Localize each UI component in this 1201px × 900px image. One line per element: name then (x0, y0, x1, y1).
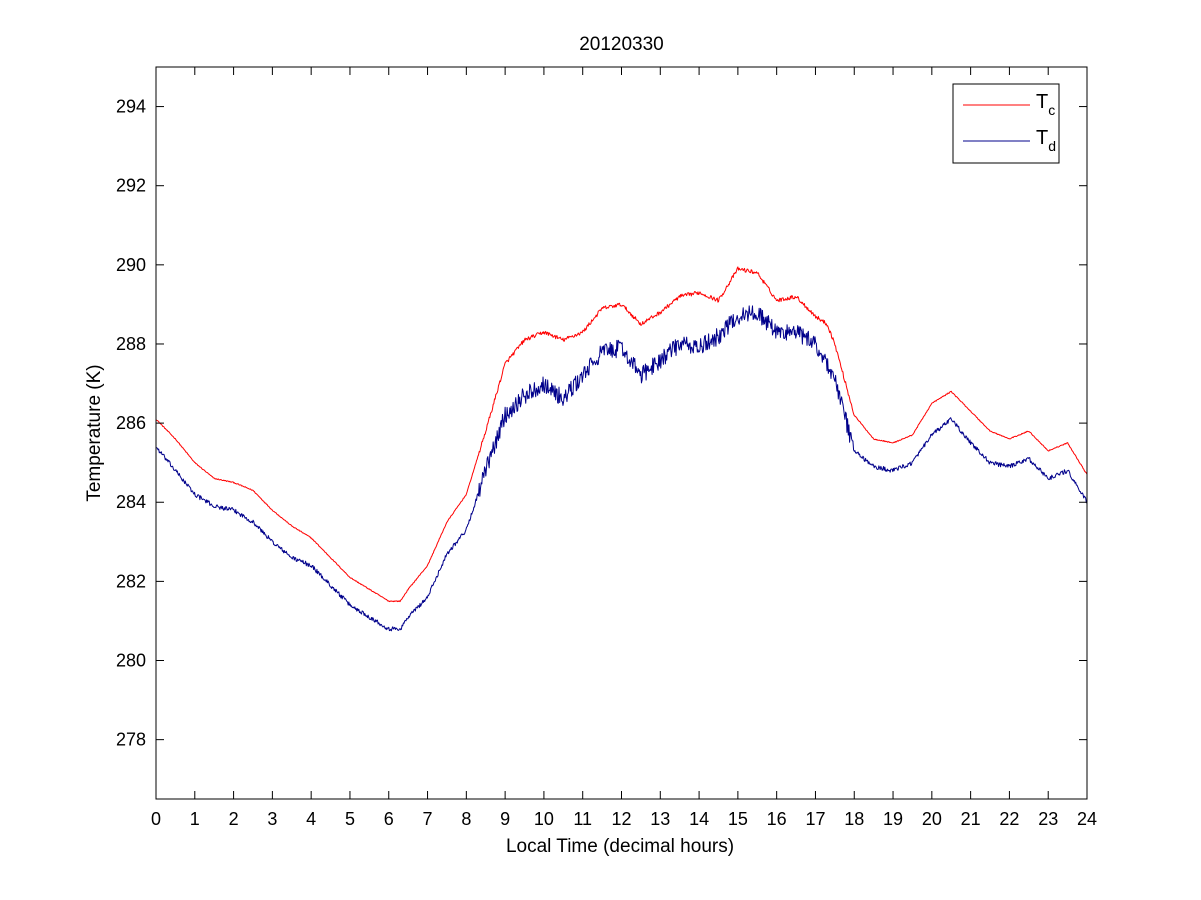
y-tick-label: 284 (116, 492, 146, 512)
series-line-tc (155, 266, 1088, 603)
x-tick-label: 1 (190, 809, 200, 829)
x-axis-ticks: 0 1 2 3 4 5 6 7 8 9 10 11 12 13 14 15 16 17 18 19 20 21 22 23 24 (151, 67, 1097, 829)
series-line-td (155, 305, 1088, 632)
chart-title: 20120330 (579, 34, 664, 55)
x-tick-label: 9 (500, 809, 510, 829)
x-tick-label: 14 (689, 809, 709, 829)
x-tick-label: 4 (306, 809, 316, 829)
y-tick-label: 282 (116, 571, 146, 591)
series-layer (155, 266, 1088, 632)
x-tick-label: 5 (345, 809, 355, 829)
x-tick-label: 8 (461, 809, 471, 829)
y-axis-label: Temperature (K) (84, 364, 105, 501)
legend-label-td-sub: d (1048, 138, 1056, 154)
y-tick-label: 286 (116, 413, 146, 433)
x-tick-label: 22 (999, 809, 1019, 829)
y-axis-ticks: 278 280 282 284 286 288 290 292 294 (116, 97, 1087, 750)
x-tick-label: 10 (534, 809, 554, 829)
legend-box (952, 83, 1060, 164)
y-tick-label: 280 (116, 651, 146, 671)
legend-label-tc-main: T (1036, 91, 1048, 113)
x-tick-label: 7 (423, 809, 433, 829)
x-tick-label: 21 (961, 809, 981, 829)
legend-label-td-main: T (1036, 127, 1048, 149)
x-tick-label: 6 (384, 809, 394, 829)
legend-label-tc: Tc (1036, 91, 1055, 118)
legend-label-td: Td (1036, 127, 1056, 154)
x-tick-label: 13 (650, 809, 670, 829)
x-tick-label: 16 (767, 809, 787, 829)
x-tick-label: 18 (844, 809, 864, 829)
x-tick-label: 15 (728, 809, 748, 829)
x-tick-label: 11 (573, 809, 592, 829)
x-tick-label: 20 (922, 809, 942, 829)
plot-area (156, 67, 1087, 799)
y-tick-label: 288 (116, 334, 146, 354)
y-tick-label: 292 (116, 176, 146, 196)
x-tick-label: 24 (1077, 809, 1097, 829)
x-axis-label: Local Time (decimal hours) (506, 836, 734, 857)
x-tick-label: 12 (611, 809, 631, 829)
legend: Tc Td (952, 83, 1060, 164)
x-tick-label: 23 (1038, 809, 1058, 829)
y-tick-label: 278 (116, 730, 146, 750)
y-tick-label: 290 (116, 255, 146, 275)
x-tick-label: 0 (151, 809, 161, 829)
x-tick-label: 19 (883, 809, 903, 829)
x-tick-label: 17 (805, 809, 825, 829)
x-tick-label: 3 (267, 809, 277, 829)
x-tick-label: 2 (229, 809, 239, 829)
y-tick-label: 294 (116, 97, 146, 117)
legend-label-tc-sub: c (1048, 102, 1055, 118)
